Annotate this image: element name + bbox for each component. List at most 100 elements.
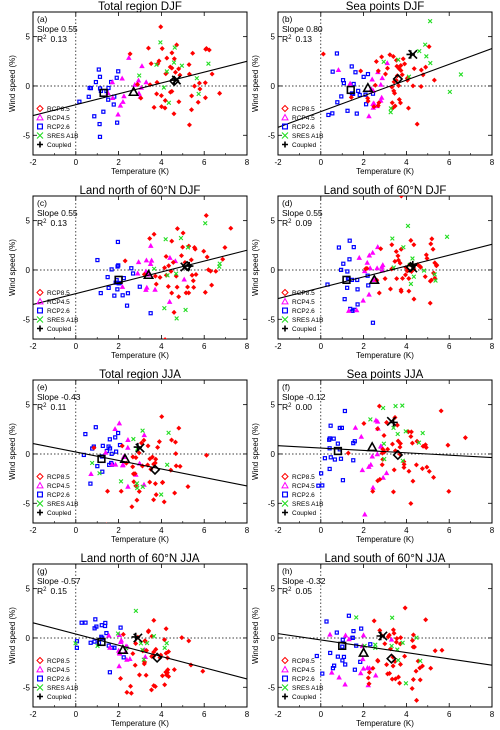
data-point (424, 464, 430, 470)
data-point (397, 260, 403, 266)
data-point (196, 80, 202, 86)
mean-marker (97, 454, 106, 464)
legend-marker-rcp8-5 (36, 472, 44, 481)
data-point (147, 456, 153, 462)
data-point (131, 479, 137, 485)
data-point (372, 82, 378, 88)
data-point (353, 615, 359, 620)
data-point (432, 648, 438, 654)
slope-text: Slope 0.55 (37, 24, 78, 34)
data-point (139, 63, 145, 69)
x-tick-label: 4 (159, 710, 164, 719)
data-point (410, 256, 415, 261)
mean-marker (333, 446, 343, 456)
x-tick-label: 2 (116, 526, 121, 535)
mean-marker (99, 88, 108, 98)
data-point (151, 497, 157, 503)
data-point (170, 259, 176, 265)
data-point (217, 261, 223, 266)
data-point (106, 444, 111, 449)
panel-title: Land north of 60°N JJA (80, 553, 199, 565)
data-point (163, 71, 169, 77)
data-point (134, 481, 140, 486)
data-point (171, 111, 177, 117)
regression-line (33, 249, 247, 306)
data-point (133, 641, 139, 647)
data-point (92, 114, 97, 119)
data-point (115, 111, 121, 117)
data-point (327, 466, 332, 472)
data-point (335, 441, 340, 446)
y-tick-label: 5 (271, 585, 276, 594)
panel-label: (d) (282, 198, 293, 208)
x-tick-label: 4 (159, 342, 164, 351)
legend-label: RCP8.5 (292, 106, 315, 113)
data-point (153, 646, 159, 652)
x-tick-label: 2 (116, 342, 121, 351)
data-point (158, 492, 164, 497)
data-point (176, 99, 182, 105)
data-point (406, 74, 412, 80)
data-point (202, 95, 208, 101)
data-point (430, 246, 436, 252)
data-point (369, 76, 375, 82)
data-point (360, 297, 366, 303)
data-point (106, 632, 112, 638)
data-point (419, 663, 425, 669)
data-point (172, 490, 178, 496)
mean-marker (366, 441, 378, 452)
data-point (410, 677, 416, 683)
data-point (379, 462, 385, 468)
legend-label: RCP4.5 (47, 299, 70, 306)
data-point (190, 50, 196, 56)
data-point (152, 286, 158, 292)
y-tick-label: -5 (23, 315, 31, 324)
data-point (380, 405, 386, 411)
x-tick-label: 8 (245, 526, 250, 535)
data-point (92, 626, 97, 631)
data-point (228, 225, 234, 231)
legend-label: SRES A1B (47, 133, 78, 140)
data-point (133, 455, 139, 461)
data-point (115, 287, 120, 292)
data-point (158, 93, 164, 99)
data-point (372, 642, 378, 648)
data-point (379, 54, 385, 60)
data-point (329, 669, 335, 675)
data-point (432, 272, 438, 277)
data-point (402, 61, 408, 67)
data-point (107, 670, 113, 675)
data-point (89, 460, 95, 466)
data-point (408, 237, 414, 243)
data-point (395, 674, 401, 680)
data-point (356, 254, 363, 260)
data-point (204, 452, 210, 458)
data-point (347, 238, 352, 243)
data-point (391, 630, 397, 636)
x-tick-label: 6 (447, 710, 452, 719)
x-tick-label: 2 (361, 526, 366, 535)
data-point (157, 274, 163, 280)
data-point (176, 425, 182, 431)
data-point (389, 100, 395, 106)
legend-marker-rcp2-6 (36, 307, 43, 314)
data-point (389, 615, 395, 621)
data-point (338, 267, 344, 273)
legend-marker-rcp2-6 (282, 307, 289, 314)
data-point (132, 471, 138, 477)
data-point (172, 45, 178, 50)
legend-marker-coupled (282, 693, 288, 700)
data-point (120, 293, 125, 298)
scatter-points (278, 18, 492, 128)
data-point (128, 690, 134, 696)
data-point (109, 267, 114, 272)
data-point (200, 668, 206, 674)
mean-marker (406, 50, 415, 59)
data-point (406, 276, 412, 282)
data-point (368, 461, 374, 467)
data-point (203, 213, 209, 219)
data-point (109, 95, 116, 101)
legend-marker-coupled (37, 325, 43, 332)
data-point (328, 650, 333, 656)
data-point (320, 671, 325, 676)
